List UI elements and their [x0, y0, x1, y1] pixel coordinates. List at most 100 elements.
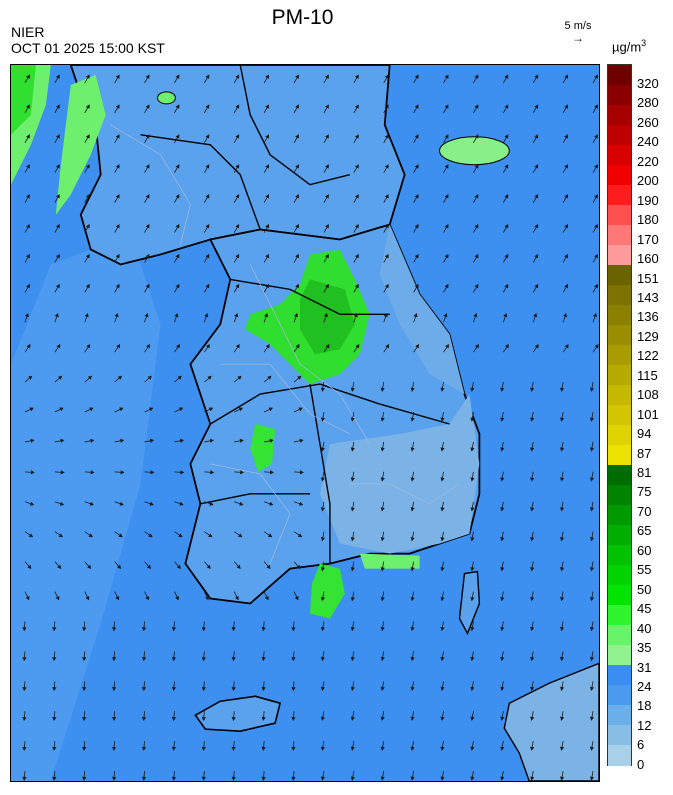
wind-arrow-head [299, 501, 304, 506]
wind-arrow-head [380, 537, 385, 542]
wind-arrow-head [564, 194, 569, 199]
wind-arrow-head [410, 626, 415, 632]
wind-arrow-head [350, 716, 355, 721]
wind-arrow-head [145, 134, 150, 139]
wind-arrow-head [410, 447, 415, 452]
wind-reference-label: 5 m/s [564, 20, 592, 32]
wind-arrow-head [560, 507, 565, 512]
green-patch-east-sea [439, 136, 510, 166]
wind-arrow-head [269, 470, 274, 475]
legend-color-swatch [608, 145, 631, 166]
wind-arrow-head [120, 470, 125, 475]
wind-arrow-head [560, 447, 565, 452]
wind-arrow-head [55, 74, 60, 79]
wind-arrow-head [350, 686, 355, 691]
legend-tick-label: 280 [637, 95, 659, 111]
wind-arrow-head [350, 387, 355, 392]
wind-arrow-head [87, 375, 93, 380]
wind-arrow-head [410, 597, 415, 602]
wind-arrow-head [204, 313, 209, 318]
wind-arrow-head [231, 716, 236, 721]
wind-arrow-head [235, 164, 240, 169]
wind-arrow-head [261, 776, 266, 781]
wind-arrow-head [414, 283, 419, 289]
wind-arrow-head [115, 74, 120, 79]
wind-arrow-head [534, 283, 539, 289]
wind-arrow-head [174, 313, 179, 318]
wind-arrow-head [85, 283, 90, 289]
wind-arrow-head [205, 104, 210, 109]
wind-arrow-head [354, 283, 359, 289]
wind-arrow-head [410, 776, 415, 781]
wind-arrow-head [350, 417, 355, 422]
wind-arrow-head [320, 537, 325, 542]
wind-arrow-head [52, 627, 57, 632]
legend-tick-label: 260 [637, 114, 659, 130]
wind-arrow-head [55, 224, 60, 229]
wind-arrow-head [563, 313, 568, 318]
wind-arrow-head [384, 194, 389, 199]
wind-arrow-head [534, 194, 539, 199]
wind-arrow-head [176, 564, 181, 570]
legend-color-swatch [608, 65, 631, 86]
wind-arrow-head [295, 224, 299, 229]
wind-arrow-head [59, 407, 64, 412]
wind-arrow-head [231, 746, 236, 751]
east-island [458, 570, 481, 636]
wind-arrow-head [384, 134, 389, 139]
wind-arrow-head [85, 595, 90, 601]
wind-arrow-head [267, 533, 273, 538]
wind-arrow-head [176, 344, 180, 349]
wind-arrow-head [175, 595, 179, 601]
wind-arrow-head [589, 686, 595, 691]
wind-arrow-head [269, 438, 274, 443]
wind-arrow-head [530, 387, 535, 392]
wind-arrow-head [30, 438, 35, 443]
wind-arrow-head [141, 657, 147, 662]
legend-tick-label: 6 [637, 737, 645, 753]
wind-arrow-head [22, 776, 27, 781]
wind-arrow-head [440, 507, 445, 512]
wind-arrow-head [22, 716, 27, 721]
wind-arrow-head [231, 776, 236, 781]
wind-arrow-head [85, 134, 90, 139]
wind-arrow-head [201, 746, 206, 751]
wind-arrow-head [410, 507, 415, 512]
wind-arrow-head [534, 344, 539, 349]
wind-arrow-head [178, 533, 183, 538]
legend-tick-label: 55 [637, 562, 652, 578]
wind-arrow-head [534, 164, 539, 169]
wind-arrow-head [325, 224, 329, 229]
wind-arrow-head [115, 595, 120, 601]
wind-arrow-head [295, 253, 299, 259]
wind-arrow-head [380, 656, 385, 662]
wind-arrow-head [115, 224, 120, 229]
wind-arrow-head [470, 686, 475, 691]
wind-arrow-head [55, 595, 60, 601]
wind-arrow-head [146, 344, 150, 349]
legend-tick-label: 200 [637, 173, 659, 189]
wind-arrow-head [201, 627, 206, 632]
wind-arrow-head [384, 164, 389, 169]
wind-arrow-head [589, 597, 595, 602]
wind-arrow-head [325, 134, 329, 139]
wind-arrow-head [414, 194, 419, 199]
wind-arrow-head [231, 657, 236, 662]
wind-arrow-head [265, 194, 270, 199]
wind-arrow-head [89, 407, 94, 412]
wind-arrow-head [82, 686, 87, 692]
wind-arrow-head [504, 194, 509, 199]
wind-arrow-head [88, 533, 93, 538]
legend-tick-label: 94 [637, 426, 652, 442]
wind-arrow-head [59, 501, 65, 506]
wind-arrow-head [564, 283, 569, 289]
wind-arrow-head [26, 283, 30, 289]
wind-arrow-head [564, 104, 569, 109]
legend-color-swatch [608, 265, 631, 286]
agency-name: NIER [11, 24, 45, 40]
wind-arrow-head [473, 313, 478, 318]
wind-arrow-head [500, 716, 505, 721]
wind-arrow-head [208, 407, 214, 412]
wind-arrow-head [440, 537, 445, 542]
legend-tick-label: 12 [637, 717, 652, 733]
